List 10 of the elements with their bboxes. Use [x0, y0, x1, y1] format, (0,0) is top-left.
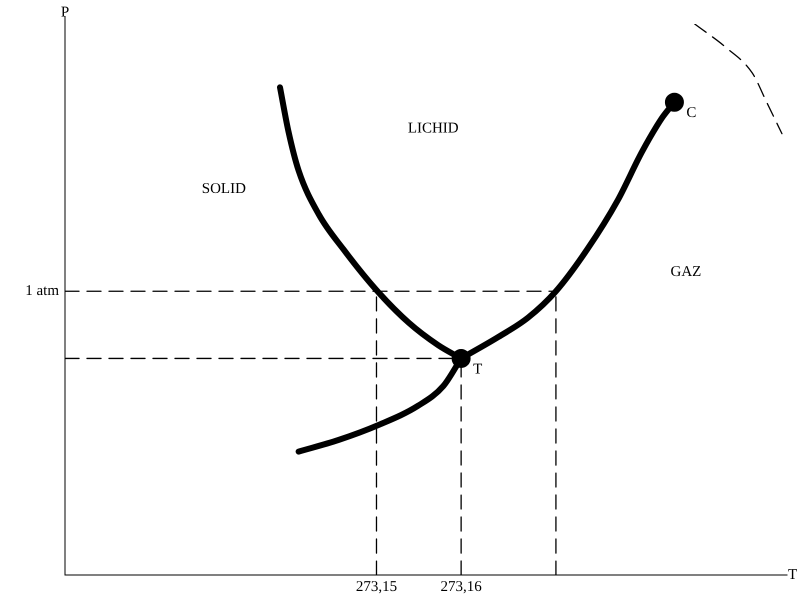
annotation: LICHID [408, 120, 459, 137]
x-tick-label: 273,15 [356, 578, 398, 595]
annotation: SOLID [202, 181, 246, 198]
annotation: GAZ [670, 264, 702, 280]
annotation: C [686, 105, 696, 122]
y-axis-title: P [60, 4, 70, 20]
annotation: 1 atm [25, 283, 60, 300]
x-axis-title: T [788, 566, 798, 583]
annotation: T [473, 361, 482, 378]
x-tick-label: 273,16 [440, 578, 482, 595]
